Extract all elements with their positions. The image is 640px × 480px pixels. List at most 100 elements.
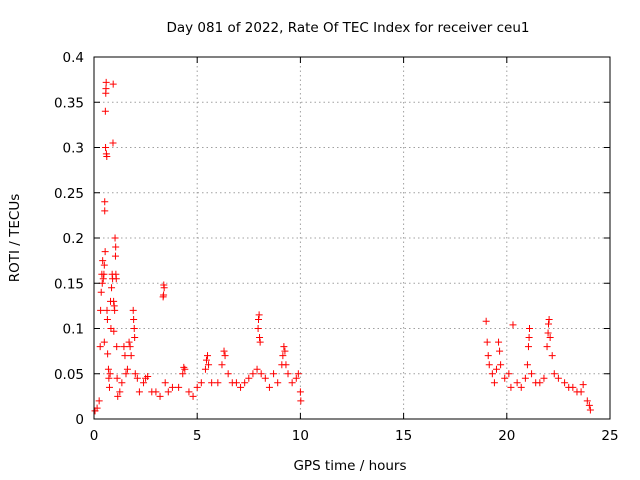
data-point [101,198,109,206]
data-point [99,257,107,265]
data-point [99,275,107,283]
y-tick-label: 0 [75,412,84,428]
data-point [100,270,108,278]
x-tick-label: 20 [498,428,515,444]
data-point [490,379,498,387]
data-point [482,317,490,325]
data-point [102,78,110,86]
data-point [497,361,505,369]
y-tick-label: 0.25 [54,186,84,202]
data-point [193,383,201,391]
data-point [296,388,304,396]
data-point [270,370,278,378]
x-tick-label: 25 [601,428,618,444]
data-point [127,352,135,360]
data-point [112,243,120,251]
data-point [586,406,594,414]
data-point [483,338,491,346]
data-point [255,315,263,323]
data-point [544,320,552,328]
x-tick-label: 10 [292,428,309,444]
data-point [140,379,148,387]
data-point [496,347,504,355]
data-point [256,334,264,342]
data-point [105,383,113,391]
data-point [111,306,119,314]
data-point [164,388,172,396]
data-point [100,338,108,346]
data-point [579,381,587,389]
data-point [179,370,187,378]
data-point [111,234,119,242]
data-point [133,374,141,382]
data-point [208,379,216,387]
data-point [255,311,263,319]
data-point [256,338,264,346]
data-point [122,370,130,378]
data-point [97,306,105,314]
data-point [294,370,302,378]
data-point [265,383,273,391]
data-point [103,306,111,314]
grid-lines [94,57,610,419]
data-point [224,370,232,378]
data-point [160,284,168,292]
y-tick-label: 0.2 [63,231,84,247]
data-point [280,343,288,351]
axis-ticks: 0 5 10 15 20 25 0 0.05 0.1 0.15 0.2 0.25 0.3 0.35 0.4 [54,50,619,444]
data-point [513,379,521,387]
data-point [569,383,577,391]
data-point [528,370,536,378]
data-point [540,374,548,382]
data-point [109,139,117,147]
data-point [95,397,103,405]
data-point [249,370,257,378]
y-tick-label: 0.15 [54,276,84,292]
data-point [218,361,226,369]
data-point [488,370,496,378]
data-point [245,374,253,382]
data-point [105,374,113,382]
data-point [168,383,176,391]
data-point [113,374,121,382]
data-point [201,365,209,373]
y-tick-label: 0.4 [63,50,84,66]
data-point [517,383,525,391]
data-point [284,370,292,378]
x-tick-label: 5 [193,428,202,444]
data-point [544,329,552,337]
data-point [505,370,513,378]
data-point [288,379,296,387]
data-point [125,338,133,346]
y-tick-label: 0.05 [54,367,84,383]
data-point [102,144,110,151]
x-tick-label: 0 [90,428,99,444]
data-point [548,352,556,360]
data-point [524,343,532,351]
data-point [110,327,118,335]
data-point [521,374,529,382]
data-point [292,374,300,382]
data-point [120,343,128,351]
data-point [126,343,134,351]
data-point [110,297,118,305]
data-points [91,78,594,415]
data-point [96,343,104,351]
y-tick-label: 0.3 [63,141,84,157]
data-point [131,334,139,342]
data-point [509,321,517,329]
data-point [545,315,553,323]
data-point [232,379,240,387]
data-point [253,365,261,373]
data-point [112,275,120,283]
data-point [106,370,114,378]
data-point [543,343,551,351]
data-point [257,370,265,378]
data-point [121,352,129,360]
data-point [561,379,569,387]
data-point [130,325,138,332]
data-point [281,347,289,355]
data-point [526,325,534,332]
y-axis-label: ROTI / TECUs [7,194,23,282]
